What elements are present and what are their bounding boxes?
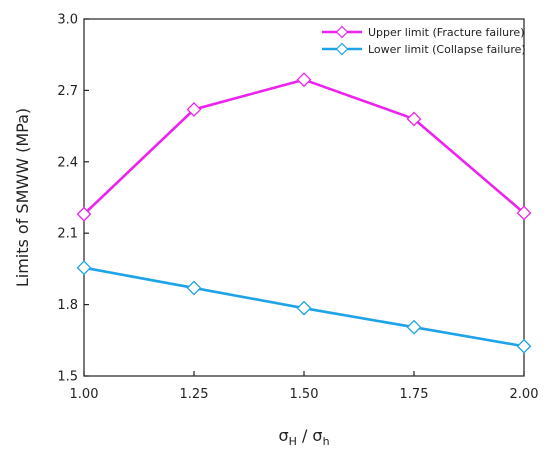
x-tick-label: 1.50 — [290, 387, 319, 402]
series-layer — [76, 72, 532, 354]
x-tick-label: 1.00 — [70, 387, 99, 402]
y-tick-label: 1.8 — [57, 298, 78, 313]
legend-marker — [335, 42, 349, 56]
data-point — [516, 205, 532, 221]
x-axis-ticks: 1.00 1.25 1.50 1.75 2.00 — [70, 371, 539, 402]
legend-label: Upper limit (Fracture failure) — [368, 26, 525, 39]
data-point — [516, 338, 532, 354]
data-point — [76, 260, 92, 276]
series-2 — [76, 260, 532, 354]
x-tick-label: 1.25 — [180, 387, 209, 402]
x-axis-title-subscript: H — [289, 435, 297, 448]
y-axis-title: Limits of SMWW (MPa) — [13, 108, 32, 287]
data-point — [406, 319, 422, 335]
data-point — [186, 280, 202, 296]
legend: Upper limit (Fracture failure) Lower limi… — [322, 25, 526, 56]
y-tick-label: 1.5 — [57, 370, 78, 385]
x-axis-title-part: σ — [278, 426, 288, 445]
x-axis-title-subscript: h — [323, 435, 330, 448]
x-axis-title-part: / — [297, 426, 313, 445]
series-1 — [76, 72, 532, 222]
data-point — [406, 111, 422, 127]
y-tick-label: 3.0 — [57, 13, 78, 28]
x-tick-label: 1.75 — [400, 387, 429, 402]
x-axis-title: σH / σh — [278, 426, 329, 448]
y-tick-label: 2.7 — [57, 84, 78, 99]
data-point — [186, 102, 202, 117]
legend-label: Lower limit (Collapse failure) — [368, 43, 526, 56]
x-axis-title-part: σ — [312, 426, 322, 445]
y-axis-ticks: 1.5 1.8 2.1 2.4 2.7 3.0 — [57, 13, 89, 385]
y-tick-label: 2.1 — [57, 227, 78, 242]
series-line — [83, 78, 525, 216]
data-point — [76, 206, 92, 222]
legend-marker — [335, 25, 349, 39]
data-point — [296, 72, 312, 88]
data-point — [296, 300, 312, 316]
y-tick-label: 2.4 — [57, 155, 78, 170]
x-tick-label: 2.00 — [510, 387, 539, 402]
